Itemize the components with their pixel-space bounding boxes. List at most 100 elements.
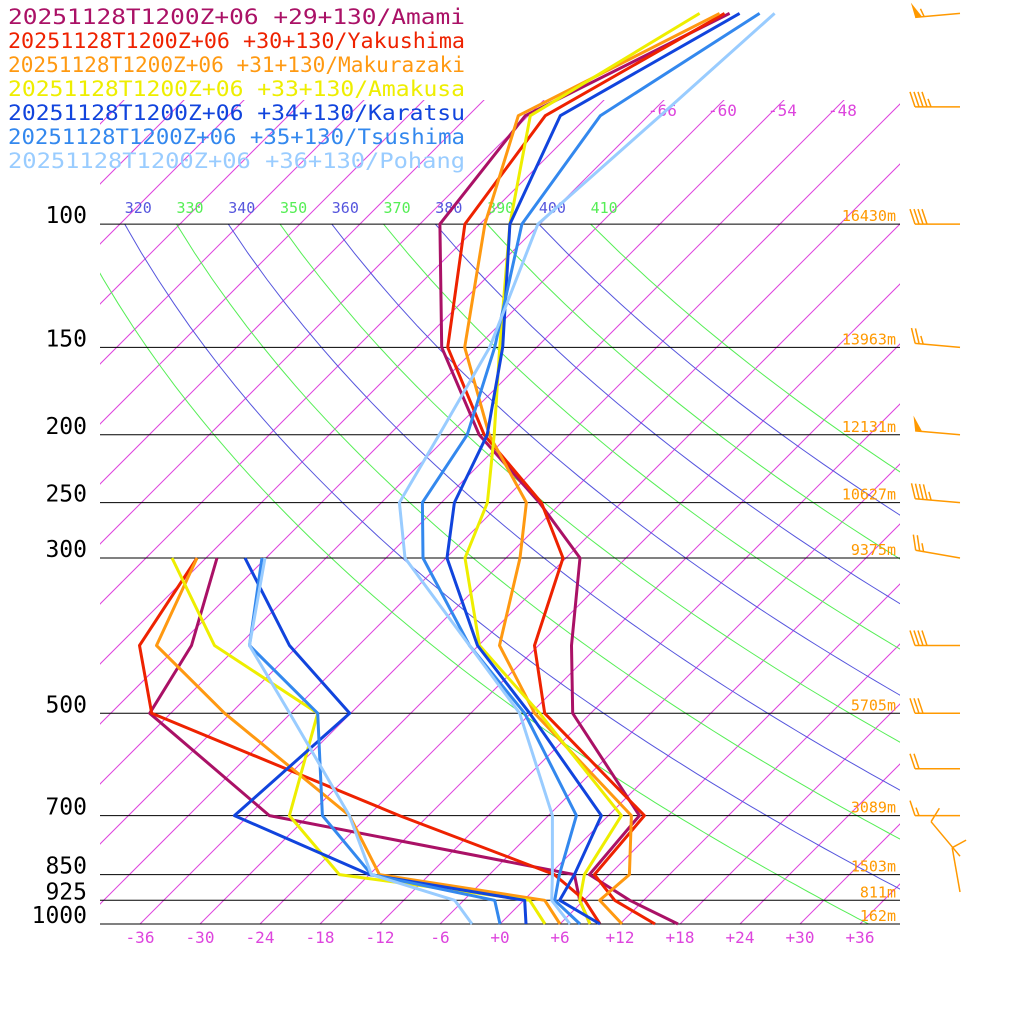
barb-full (913, 208, 920, 225)
barb-full (909, 753, 916, 769)
wind-barb (909, 208, 960, 225)
isotherm (259, 283, 900, 924)
barb-full (917, 91, 924, 108)
isotherm-label: -54 (768, 101, 797, 120)
barb-full (914, 328, 920, 344)
x-tick-label: +36 (846, 928, 875, 947)
isotherm (859, 883, 900, 924)
wind-barb (909, 91, 960, 108)
isentropes (100, 224, 900, 924)
isotherm-label: -60 (708, 101, 737, 120)
isotherm (559, 583, 900, 924)
height-label: 12131m (842, 418, 896, 436)
x-tick-label: -6 (430, 928, 449, 947)
height-label: 13963m (842, 330, 896, 348)
isentrope-label: 350 (280, 199, 307, 217)
isotherm (100, 100, 485, 485)
dewpoint-line (232, 557, 528, 925)
barb-full (918, 483, 924, 500)
wind-barb (930, 807, 961, 857)
isentrope (538, 224, 900, 516)
barb-staff (915, 497, 961, 504)
x-tick-label: +0 (490, 928, 509, 947)
temperature-line (445, 12, 741, 926)
dewpoint-line (138, 557, 602, 925)
barb-full (913, 698, 920, 714)
isotherm (439, 463, 900, 924)
x-tick-label: +12 (606, 928, 635, 947)
height-label: 10627m (842, 486, 896, 504)
x-tick-label: +6 (550, 928, 569, 947)
barb-full (921, 208, 928, 225)
isotherm (799, 823, 900, 924)
legend-entry: 20251128T1200Z+06 +29+130/Amami (8, 5, 465, 29)
barb-full (913, 91, 920, 108)
barb-staff (915, 430, 961, 436)
isentrope (124, 224, 900, 890)
height-label: 1503m (851, 858, 896, 876)
isentrope-label: 310 (73, 199, 100, 217)
barb-full (917, 698, 924, 714)
wind-barb (909, 753, 960, 770)
isotherm (319, 343, 900, 924)
isotherm (379, 403, 900, 924)
isotherm (100, 100, 305, 305)
y-tick-label: 200 (45, 414, 87, 440)
barb-staff (915, 549, 961, 559)
wind-barb (910, 327, 961, 349)
barb-full (909, 630, 916, 646)
isotherm (100, 103, 900, 905)
isotherm (100, 100, 845, 845)
plot: 310 320 330 340 350 360 370 380 390 400 410-66 -60-… (8, 2, 967, 947)
y-tick-label: 500 (45, 692, 87, 718)
barb-full (912, 534, 917, 551)
barb-full (910, 483, 916, 499)
height-label: 9375m (851, 541, 896, 559)
isotherm (100, 100, 365, 365)
dewpoint-line (170, 557, 547, 925)
isentrope-label: 360 (332, 199, 359, 217)
height-label: 5705m (851, 696, 896, 714)
barb-full (917, 630, 924, 646)
y-tick-label: 1000 (32, 903, 87, 929)
wind-barb (951, 839, 967, 893)
isotherm (100, 100, 725, 725)
wind-barb (909, 630, 960, 647)
isotherm (100, 100, 545, 545)
isotherm (199, 223, 900, 924)
temperature-line (438, 12, 731, 926)
barb-full (913, 753, 920, 769)
barb-full (914, 483, 920, 500)
isotherm (619, 643, 900, 924)
barb-full (951, 839, 967, 849)
dewpoint-line (248, 557, 474, 925)
isentrope (331, 224, 900, 696)
barb-full (916, 535, 921, 552)
legend-entry: 20251128T1200Z+06 +31+130/Makurazaki (8, 53, 465, 77)
barb-full (909, 800, 916, 816)
height-label: 16430m (842, 207, 896, 225)
x-tick-label: +18 (666, 928, 695, 947)
barb-half (915, 807, 920, 816)
wind-barb (909, 800, 960, 817)
barb-half (920, 335, 924, 345)
isentrope (227, 224, 900, 791)
wind-barb (909, 698, 960, 715)
x-tick-label: -18 (306, 928, 335, 947)
isentrope-label: 320 (125, 199, 152, 217)
barb-flag (913, 415, 923, 432)
isotherm-label: -48 (828, 101, 857, 120)
isentrope-label: 330 (177, 199, 204, 217)
y-tick-label: 925 (45, 879, 87, 905)
legend-entry: 20251128T1200Z+06 +36+130/Pohang (8, 149, 465, 173)
isotherm (100, 100, 605, 605)
x-tick-label: -36 (126, 928, 155, 947)
x-tick-label: -12 (366, 928, 395, 947)
barb-full (930, 807, 940, 823)
barb-half (928, 491, 932, 501)
barb-full (921, 91, 928, 108)
y-tick-label: 150 (45, 326, 87, 352)
legend-entry: 20251128T1200Z+06 +30+130/Yakushima (8, 29, 465, 53)
temperature-line (420, 12, 761, 926)
